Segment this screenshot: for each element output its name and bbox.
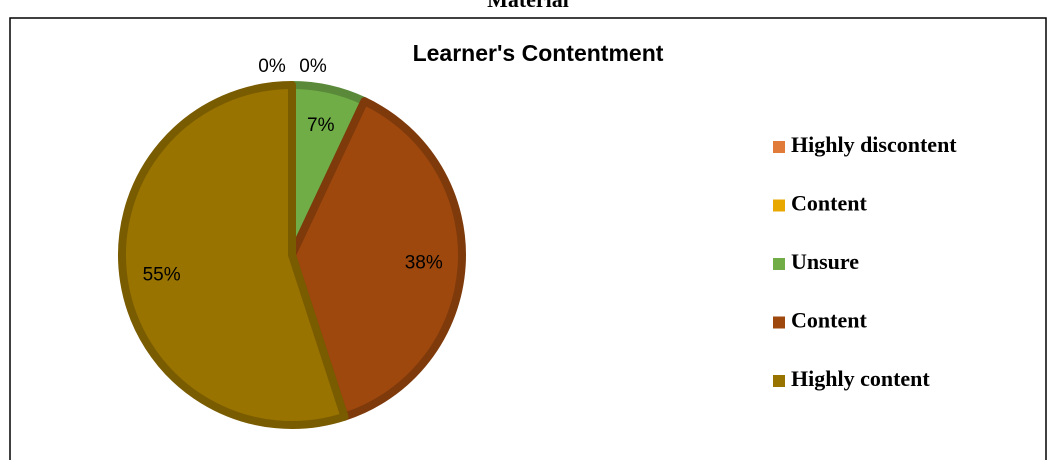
legend-swatch (773, 375, 785, 387)
pie-slice (288, 97, 466, 421)
legend-swatch (773, 199, 785, 212)
data-label: 38% (405, 252, 443, 273)
chart-title: Learner's Contentment (413, 40, 664, 66)
legend-label: Highly discontent (791, 132, 957, 157)
data-label: 0% (258, 56, 286, 77)
legend-swatch (773, 141, 785, 153)
legend-label: Content (791, 308, 867, 333)
legend-label: Unsure (791, 249, 859, 274)
data-label: 7% (307, 115, 335, 136)
pie-slice (118, 81, 349, 429)
legend-label: Content (791, 191, 867, 216)
legend-label: Highly content (791, 366, 930, 391)
data-label: 55% (143, 265, 181, 286)
data-label: 0% (299, 56, 327, 77)
legend-swatch (773, 316, 785, 329)
caption: Material (487, 0, 569, 12)
legend-swatch (773, 258, 785, 270)
